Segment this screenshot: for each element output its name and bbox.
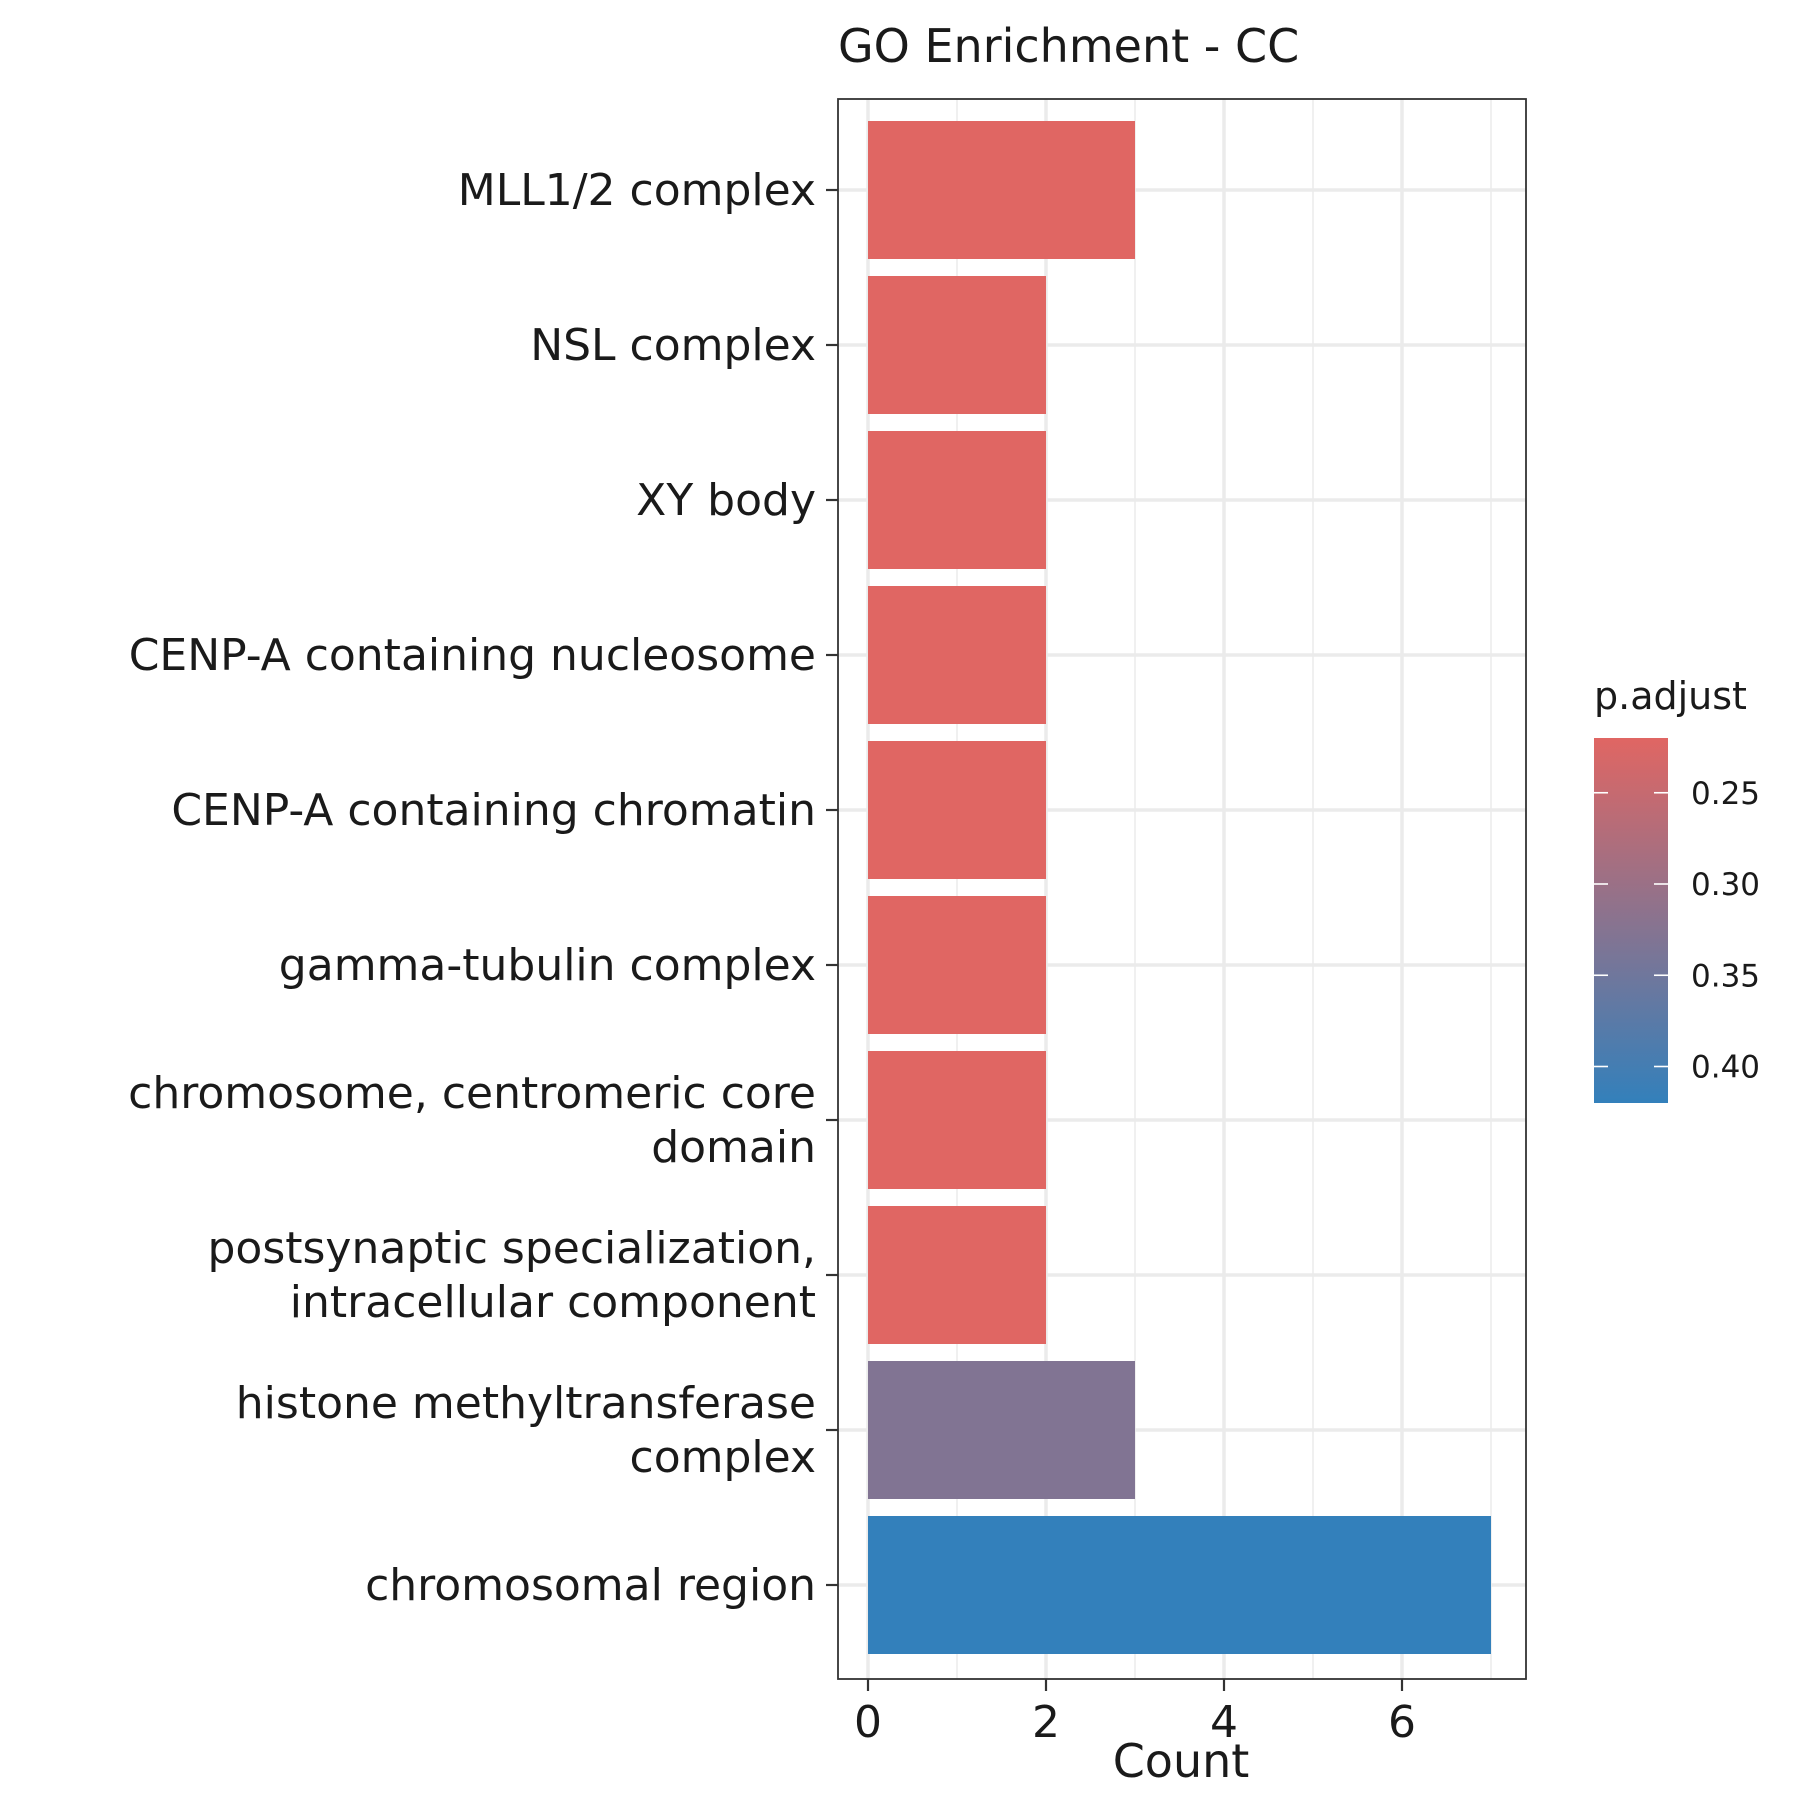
x-tick-label: 4 [1210, 1697, 1238, 1748]
color-legend: p.adjust 0.25 0.30 0.35 0.40 [1594, 674, 1760, 1103]
bar [868, 276, 1046, 414]
legend-tick-label: 0.40 [1691, 1050, 1760, 1086]
plot-panel-border [837, 98, 1527, 1680]
bar [868, 741, 1046, 879]
bar [868, 1361, 1135, 1499]
chart-title: GO Enrichment - CC [838, 19, 1299, 73]
category-label: chromosomal region [365, 1560, 816, 1611]
category-label: NSL complex [530, 320, 816, 371]
bar [868, 586, 1046, 724]
x-tick-label: 0 [854, 1697, 882, 1748]
bar [868, 896, 1046, 1034]
category-label: intracellular component [290, 1277, 816, 1328]
x-tick-label: 6 [1388, 1697, 1416, 1748]
category-label: postsynaptic specialization, [207, 1223, 816, 1274]
bar [868, 121, 1135, 259]
legend-colorbar [1594, 738, 1668, 1103]
x-axis-title: Count [1113, 1734, 1250, 1788]
category-label: MLL1/2 complex [458, 165, 816, 216]
category-label: domain [651, 1122, 816, 1173]
bar [868, 431, 1046, 569]
x-tick-label: 2 [1032, 1697, 1060, 1748]
bar [868, 1206, 1046, 1344]
legend-tick-label: 0.35 [1691, 958, 1760, 994]
category-label: complex [630, 1432, 816, 1483]
category-label: XY body [636, 475, 816, 526]
category-label: histone methyltransferase [236, 1378, 816, 1429]
category-labels: MLL1/2 complex NSL complex XY body CENP-A c… [128, 165, 838, 1611]
legend-ticks: 0.25 0.30 0.35 0.40 [1594, 776, 1760, 1086]
category-label: CENP-A containing chromatin [171, 785, 816, 836]
category-label: chromosome, centromeric core [128, 1068, 816, 1119]
category-label: CENP-A containing nucleosome [129, 630, 816, 681]
bars [868, 121, 1491, 1654]
legend-tick-label: 0.30 [1691, 867, 1760, 903]
bar [868, 1051, 1046, 1189]
category-label: gamma-tubulin complex [279, 940, 816, 991]
bar [868, 1516, 1491, 1654]
x-axis-ticks: 0 2 4 6 [854, 1679, 1416, 1748]
legend-title: p.adjust [1594, 674, 1747, 718]
legend-tick-label: 0.25 [1691, 776, 1760, 812]
